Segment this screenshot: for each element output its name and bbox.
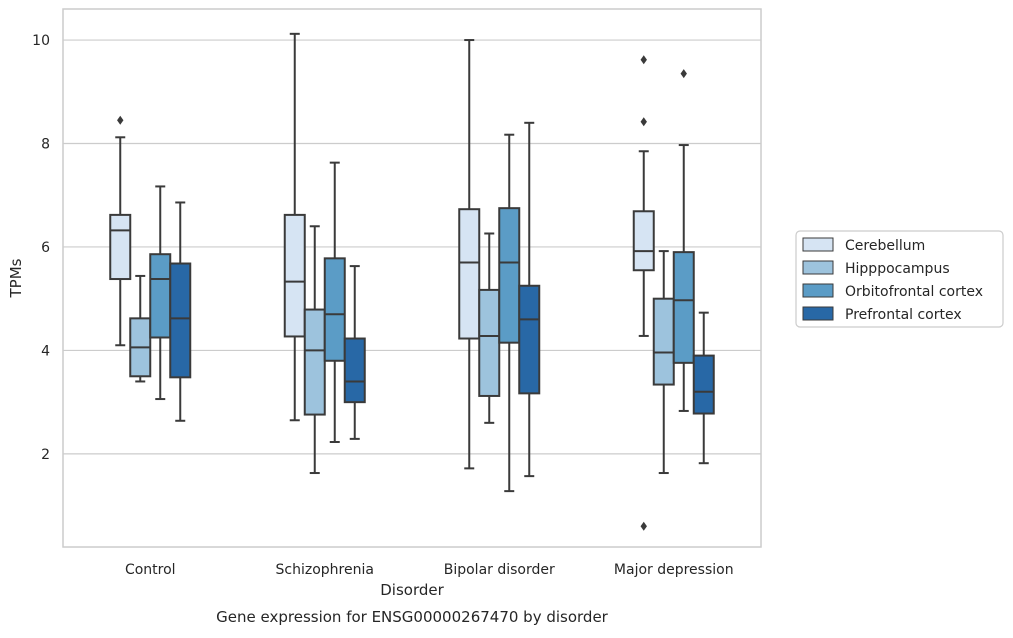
box-orbitofrontal-cortex — [323, 161, 346, 443]
y-tick-label: 6 — [41, 240, 50, 256]
y-axis-label: TPMs — [7, 258, 25, 298]
iqr-box — [632, 210, 655, 272]
box-cerebellum — [458, 39, 481, 470]
legend-swatch — [802, 260, 834, 275]
iqr-box — [169, 262, 192, 379]
x-axis-label: Disorder — [380, 581, 444, 599]
x-tick-labels: Control Schizophrenia Bipolar disorder Majo… — [125, 562, 734, 578]
box-cerebellum — [632, 55, 655, 531]
box-orbitofrontal-cortex — [672, 69, 695, 412]
iqr-box — [109, 213, 132, 281]
box-prefrontal-cortex — [169, 201, 192, 422]
outlier-point — [640, 521, 647, 531]
plot-frame — [62, 8, 762, 548]
iqr-box — [672, 251, 695, 364]
iqr-box — [343, 337, 366, 404]
y-tick-label: 4 — [41, 343, 50, 359]
legend-swatch — [802, 306, 834, 321]
box-cerebellum — [109, 115, 132, 347]
box-prefrontal-cortex — [518, 121, 541, 478]
x-tick-label: Schizophrenia — [276, 562, 374, 578]
iqr-box — [478, 288, 501, 397]
x-tick-label: Major depression — [614, 562, 734, 578]
iqr-box — [692, 354, 715, 415]
iqr-box — [652, 297, 675, 386]
box-hipppocampus — [303, 225, 326, 475]
iqr-box — [323, 257, 346, 362]
legend-frame — [795, 230, 1004, 328]
boxes — [109, 32, 715, 531]
outlier-point — [680, 69, 687, 79]
legend-label: Prefrontal cortex — [845, 307, 962, 323]
legend-label: Orbitofrontal cortex — [845, 284, 983, 300]
box-prefrontal-cortex — [343, 265, 366, 440]
iqr-box — [498, 207, 521, 344]
outlier-point — [117, 115, 124, 125]
x-tick-label: Bipolar disorder — [444, 562, 555, 578]
box-cerebellum — [283, 32, 306, 422]
box-orbitofrontal-cortex — [498, 133, 521, 493]
iqr-box — [149, 253, 172, 339]
iqr-box — [518, 284, 541, 395]
legend-swatch — [802, 237, 834, 252]
x-tick-label: Control — [125, 562, 176, 578]
box-hipppocampus — [129, 274, 152, 383]
iqr-box — [283, 213, 306, 338]
y-tick-label: 2 — [41, 447, 50, 463]
y-tick-label: 8 — [41, 137, 50, 153]
iqr-box — [458, 208, 481, 340]
y-tick-labels: 2 4 6 8 10 — [32, 33, 50, 463]
chart-caption: Gene expression for ENSG00000267470 by d… — [216, 608, 609, 626]
legend: Cerebellum Hipppocampus Orbitofrontal cort… — [795, 230, 1004, 328]
iqr-box — [303, 308, 326, 416]
y-tick-label: 10 — [32, 33, 50, 49]
legend-swatch — [802, 283, 834, 298]
legend-label: Hipppocampus — [845, 261, 950, 277]
outlier-point — [640, 117, 647, 127]
legend-label: Cerebellum — [845, 238, 925, 254]
outlier-point — [640, 55, 647, 65]
box-prefrontal-cortex — [692, 311, 715, 465]
